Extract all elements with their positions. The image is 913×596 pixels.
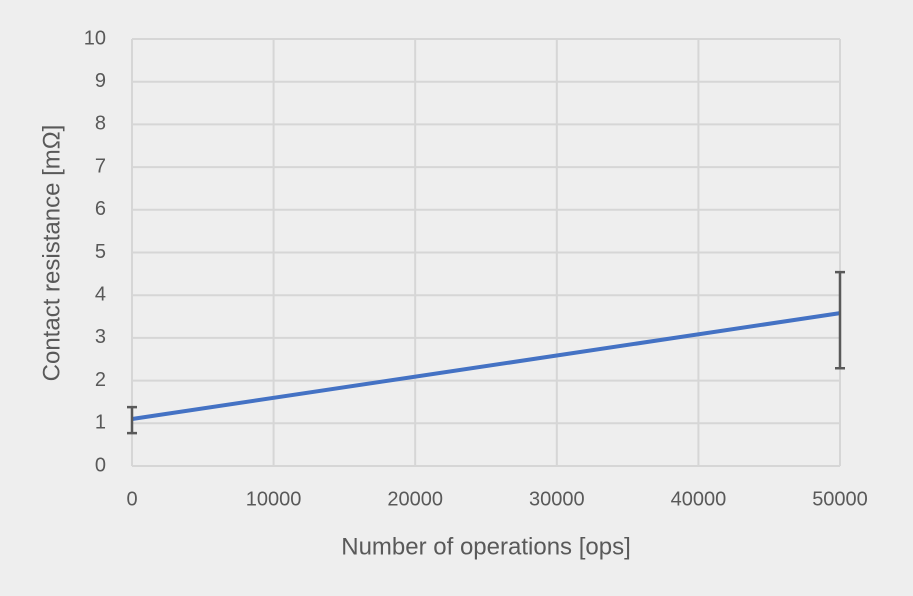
error-bar <box>835 270 845 370</box>
y-tick-label: 2 <box>95 369 106 391</box>
x-tick-label: 50000 <box>812 488 868 510</box>
x-axis-title: Number of operations [ops] <box>341 533 631 560</box>
x-tick-label: 10000 <box>246 488 302 510</box>
y-tick-label: 6 <box>95 198 106 220</box>
y-tick-label: 0 <box>95 454 106 476</box>
x-tick-label: 40000 <box>671 488 727 510</box>
error-bar <box>127 405 137 435</box>
y-tick-label: 8 <box>95 113 106 135</box>
x-tick-label: 0 <box>126 488 137 510</box>
y-axis-title: Contact resistance [mΩ] <box>38 125 65 382</box>
y-tick-label: 10 <box>84 27 106 49</box>
x-tick-label: 20000 <box>387 488 443 510</box>
x-tick-label: 30000 <box>529 488 585 510</box>
y-tick-label: 9 <box>95 70 106 92</box>
data-line <box>131 311 841 422</box>
y-tick-label: 1 <box>95 412 106 434</box>
y-tick-label: 7 <box>95 155 106 177</box>
y-tick-label: 3 <box>95 326 106 348</box>
y-tick-label: 5 <box>95 241 106 263</box>
y-tick-label: 4 <box>95 283 106 305</box>
